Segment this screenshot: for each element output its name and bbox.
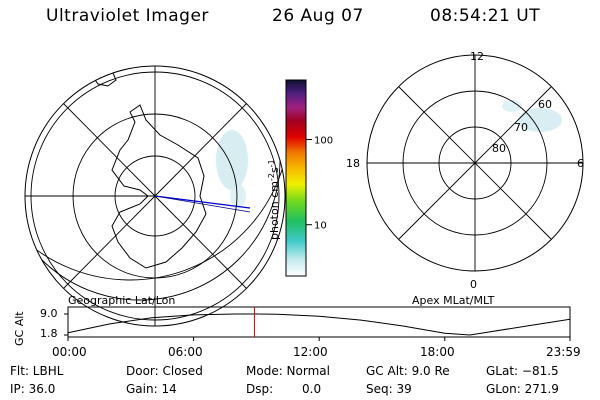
time-tick-12: 12:00 bbox=[293, 345, 328, 359]
aurora-emission-right bbox=[518, 108, 562, 132]
date-label: 26 Aug 07 bbox=[272, 6, 364, 26]
apex-panel-label: Apex MLat/MLT bbox=[412, 294, 495, 307]
altitude-curve bbox=[67, 313, 571, 336]
aurora-emission-left bbox=[216, 130, 248, 190]
time-label: 08:54:21 UT bbox=[430, 6, 541, 26]
time-tick-2359: 23:59 bbox=[546, 345, 581, 359]
mlt-label-6: 6 bbox=[577, 157, 584, 170]
sequence-info: Seq: 39 bbox=[366, 382, 412, 396]
colorbar bbox=[285, 79, 307, 277]
mlat-label-70: 70 bbox=[514, 121, 528, 134]
gc-altitude-info: GC Alt: 9.0 Re bbox=[366, 364, 450, 378]
colorbar-ticks: 100 10 bbox=[306, 136, 333, 232]
time-tick-06: 06:00 bbox=[168, 345, 203, 359]
dsp-value: 0.0 bbox=[302, 382, 322, 396]
colorbar-tick-label-100: 100 bbox=[314, 136, 333, 147]
apex-mlt-map bbox=[367, 55, 583, 271]
mlt-label-0: 0 bbox=[470, 278, 477, 291]
altitude-chart bbox=[64, 306, 571, 341]
time-tick-00: 00:00 bbox=[52, 345, 87, 359]
altitude-ytick-low: 1.8 bbox=[40, 327, 58, 340]
mlt-label-12: 12 bbox=[470, 50, 484, 63]
colorbar-unit-label: photon cm-2s-1 bbox=[267, 159, 281, 240]
satellite-track bbox=[154, 195, 251, 209]
altitude-plot-frame bbox=[67, 306, 571, 338]
instrument-title: Ultraviolet Imager bbox=[46, 6, 209, 26]
geographic-map bbox=[25, 66, 285, 326]
dsp-label: Dsp: bbox=[246, 382, 274, 396]
altitude-ytick-high: 9.0 bbox=[40, 307, 58, 320]
filter-info: Flt: LBHL bbox=[10, 364, 64, 378]
time-tick-18: 18:00 bbox=[420, 345, 455, 359]
mlt-label-18: 18 bbox=[346, 157, 360, 170]
gain-info: Gain: 14 bbox=[126, 382, 177, 396]
ip-info: IP: 36.0 bbox=[10, 382, 56, 396]
geographic-panel-label: Geographic Lat/Lon bbox=[68, 294, 176, 307]
colorbar-tick-label-10: 10 bbox=[314, 221, 327, 232]
door-info: Door: Closed bbox=[126, 364, 203, 378]
mlat-label-60: 60 bbox=[538, 98, 552, 111]
mlat-label-80: 80 bbox=[492, 142, 506, 155]
landmass-outline bbox=[111, 104, 207, 269]
glon-info: GLon: 271.9 bbox=[486, 382, 559, 396]
mode-info: Mode: Normal bbox=[246, 364, 330, 378]
altitude-axis-label: GC Alt bbox=[13, 311, 26, 346]
glat-info: GLat: −81.5 bbox=[486, 364, 559, 378]
